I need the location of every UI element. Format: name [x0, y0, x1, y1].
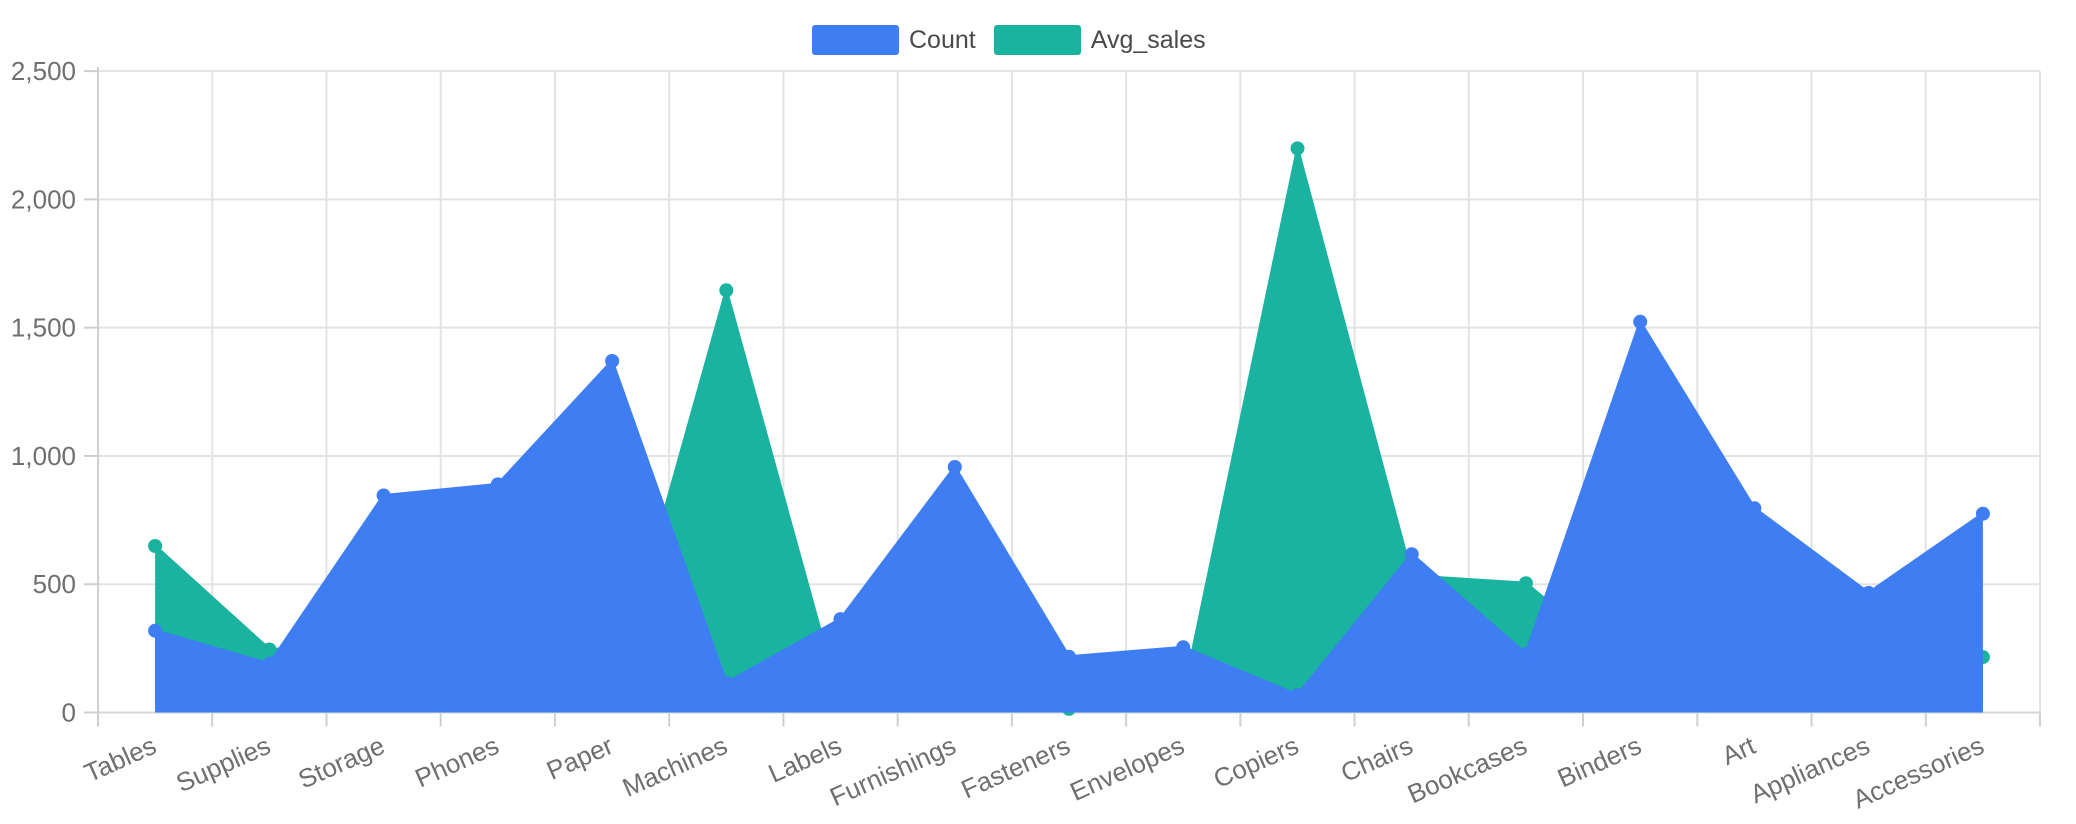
legend-item-count[interactable]: Count [812, 25, 976, 55]
x-tick-label-tables: Tables [80, 730, 161, 788]
count-point-bookcases[interactable] [1518, 647, 1533, 661]
avg-sales-point-bookcases[interactable] [1518, 576, 1533, 591]
legend-item-avg-sales[interactable]: Avg_sales [993, 25, 1206, 55]
count-point-art[interactable] [1747, 501, 1762, 516]
count-point-labels[interactable] [833, 612, 848, 627]
count-legend-label: Count [909, 26, 976, 54]
x-tick-label-fasteners: Fasteners [957, 730, 1075, 804]
x-tick-label-phones: Phones [410, 730, 503, 793]
x-tick-label-bookcases: Bookcases [1403, 730, 1531, 809]
x-tick-label-binders: Binders [1553, 730, 1646, 793]
avg-sales-legend-label: Avg_sales [1090, 26, 1206, 54]
count-point-envelopes[interactable] [1176, 640, 1191, 655]
count-point-machines[interactable] [719, 676, 734, 690]
y-tick-label-500: 500 [33, 569, 76, 599]
count-point-tables[interactable] [148, 623, 163, 638]
avg-sales-point-tables[interactable] [148, 539, 163, 553]
x-tick-label-chairs: Chairs [1336, 730, 1417, 788]
avg-sales-point-supplies[interactable] [262, 642, 277, 657]
count-point-binders[interactable] [1633, 314, 1648, 329]
x-tick-label-art: Art [1717, 730, 1760, 771]
y-tick-label-1000: 1,000 [11, 441, 76, 471]
count-point-appliances[interactable] [1861, 585, 1876, 600]
chart-legend: Count Avg_sales [812, 25, 1224, 55]
x-tick-label-accessories: Accessories [1848, 730, 1988, 814]
x-tick-label-envelopes: Envelopes [1066, 730, 1189, 807]
x-tick-label-paper: Paper [542, 730, 618, 786]
x-tick-label-supplies: Supplies [172, 730, 275, 798]
count-point-accessories[interactable] [1975, 506, 1990, 521]
count-point-paper[interactable] [605, 354, 620, 368]
count-point-furnishings[interactable] [947, 460, 962, 474]
x-tick-label-storage: Storage [294, 730, 389, 794]
count-point-copiers[interactable] [1290, 688, 1305, 703]
count-area[interactable] [155, 321, 1983, 713]
y-tick-label-2500: 2,500 [11, 56, 76, 86]
count-point-storage[interactable] [376, 488, 391, 503]
x-tick-label-copiers: Copiers [1209, 730, 1303, 794]
x-tick-label-machines: Machines [618, 730, 732, 803]
count-point-fasteners[interactable] [1062, 649, 1076, 664]
x-tick-label-furnishings: Furnishings [825, 730, 960, 812]
avg-sales-legend-swatch [993, 25, 1081, 55]
avg-sales-point-copiers[interactable] [1290, 141, 1305, 156]
count-point-phones[interactable] [490, 477, 505, 492]
y-tick-label-2000: 2,000 [11, 184, 76, 214]
avg-sales-point-machines[interactable] [719, 283, 734, 298]
y-tick-label-1500: 1,500 [11, 313, 76, 343]
x-tick-label-labels: Labels [764, 730, 846, 789]
y-tick-label-0: 0 [62, 698, 76, 728]
count-point-supplies[interactable] [262, 656, 277, 671]
count-legend-swatch [812, 25, 899, 55]
count-point-chairs[interactable] [1404, 547, 1419, 562]
